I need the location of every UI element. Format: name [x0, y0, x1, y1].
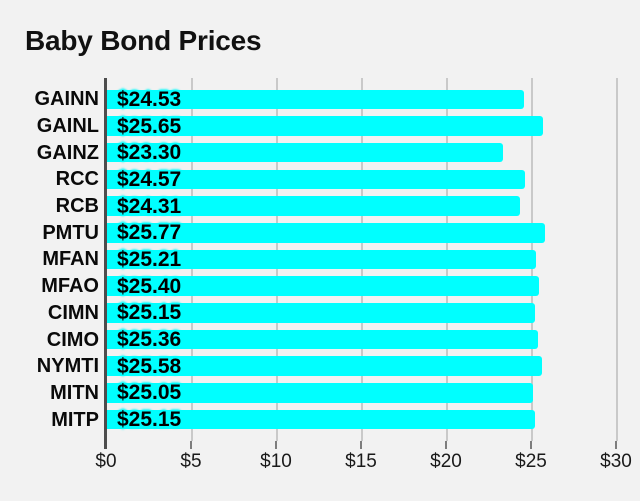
bar: $25.15	[107, 301, 535, 325]
bar-value-label: $25.58	[117, 354, 182, 378]
category-label: MITN	[50, 381, 99, 404]
x-axis-ticks	[0, 441, 640, 450]
bar-row: MITN $25.05	[0, 380, 640, 407]
bar-row: RCC $24.57	[0, 166, 640, 193]
bar: $25.58	[107, 354, 542, 378]
x-tick-mark	[530, 441, 532, 449]
bar-value-label: $25.77	[117, 221, 182, 245]
bar: $25.15	[107, 408, 535, 432]
bar-row: MFAN $25.21	[0, 246, 640, 273]
bar: $25.05	[107, 381, 533, 405]
bar-value-label: $24.31	[117, 194, 182, 218]
bar: $24.53	[107, 87, 524, 111]
bar: $25.77	[107, 221, 546, 245]
category-label: RCB	[55, 195, 99, 218]
x-tick-label: $25	[515, 451, 547, 472]
category-label: CIMO	[46, 328, 99, 351]
category-label: NYMTI	[36, 355, 99, 378]
chart-title: Baby Bond Prices	[25, 25, 262, 56]
x-tick-mark	[190, 441, 192, 449]
category-label: MITP	[51, 408, 99, 431]
gridline	[616, 78, 618, 441]
y-axis-line	[104, 78, 107, 449]
x-tick-label: $5	[180, 451, 202, 472]
bar-value-label: $25.40	[117, 274, 182, 298]
bar-value-label: $24.53	[117, 87, 182, 111]
bar-value-label: $25.36	[117, 328, 182, 352]
x-tick-mark	[360, 441, 362, 449]
bar-value-label: $23.30	[117, 141, 182, 165]
category-label: GAINL	[36, 115, 99, 138]
bar-row: CIMN $25.15	[0, 300, 640, 327]
bar: $25.65	[107, 114, 544, 138]
bar-row: MFAO $25.40	[0, 273, 640, 300]
category-label: GAINZ	[36, 141, 99, 164]
x-axis-tick-labels: $0 $5 $10 $15 $20 $25 $30	[0, 452, 640, 476]
x-tick-label: $30	[600, 451, 632, 472]
x-tick-label: $0	[95, 451, 117, 472]
category-label: MFAN	[42, 248, 99, 271]
category-label: MFAO	[41, 275, 99, 298]
bar: $25.21	[107, 247, 536, 271]
bar-value-label: $24.57	[117, 167, 182, 191]
bar-value-label: $25.65	[117, 114, 182, 138]
bar-value-label: $25.21	[117, 247, 182, 271]
category-label: PMTU	[42, 221, 99, 244]
category-label: CIMN	[47, 301, 99, 324]
bar: $24.31	[107, 194, 521, 218]
x-tick-mark	[615, 441, 617, 449]
bar-rows: GAINN $24.53 GAINL $25.65 GAINZ $23.30 RCC $24.…	[0, 86, 640, 433]
category-label: GAINN	[34, 88, 99, 111]
bar-row: GAINL $25.65	[0, 113, 640, 140]
x-tick-label: $15	[345, 451, 377, 472]
bar-chart: GAINN $24.53 GAINL $25.65 GAINZ $23.30 RCC $24.…	[0, 78, 640, 471]
bar: $24.57	[107, 167, 525, 191]
category-label: RCC	[55, 168, 99, 191]
bar-value-label: $25.15	[117, 408, 182, 432]
bar-row: RCB $24.31	[0, 193, 640, 220]
x-tick-mark	[275, 441, 277, 449]
x-tick-mark	[445, 441, 447, 449]
bar-value-label: $25.15	[117, 301, 182, 325]
bar-row: CIMO $25.36	[0, 326, 640, 353]
bar: $23.30	[107, 141, 504, 165]
bar: $25.40	[107, 274, 539, 298]
bar-row: GAINZ $23.30	[0, 139, 640, 166]
bar-row: GAINN $24.53	[0, 86, 640, 113]
bar: $25.36	[107, 328, 539, 352]
bar-row: NYMTI $25.58	[0, 353, 640, 380]
x-tick-label: $10	[260, 451, 292, 472]
bar-row: PMTU $25.77	[0, 219, 640, 246]
bar-value-label: $25.05	[117, 381, 182, 405]
x-tick-label: $20	[430, 451, 462, 472]
bar-row: MITP $25.15	[0, 406, 640, 433]
